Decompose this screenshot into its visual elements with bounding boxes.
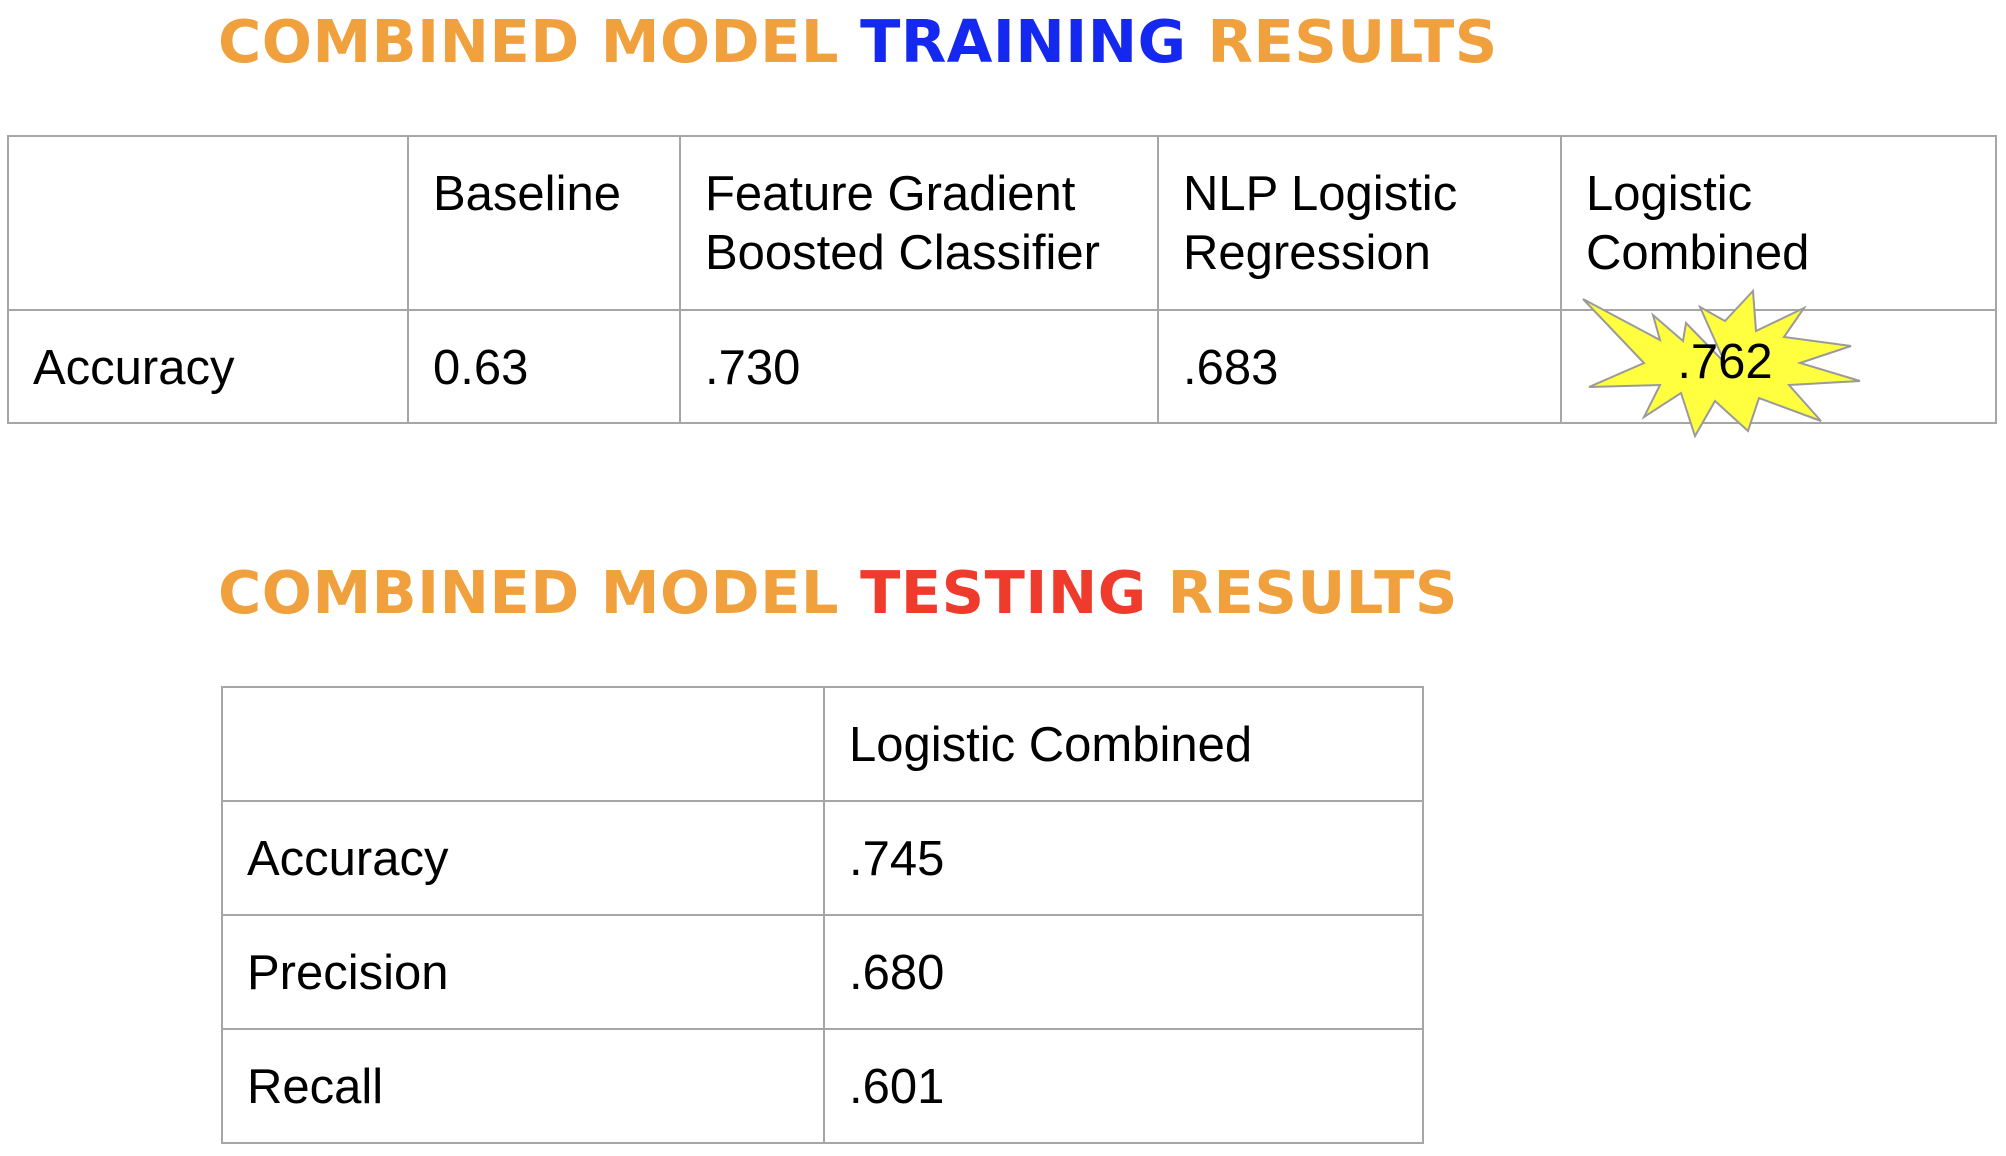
training-logistic-combined-accuracy-cell: .762 [1560, 288, 1997, 439]
testing-precision-row: Precision .680 [221, 914, 1424, 1030]
testing-results-table: Logistic Combined Accuracy .745 Precisio… [221, 686, 1424, 1144]
testing-accuracy-value: .745 [823, 800, 1424, 916]
testing-recall-row: Recall .601 [221, 1028, 1424, 1144]
training-nlp-logistic-accuracy: .683 [1157, 309, 1562, 424]
training-title-prefix: COMBINED MODEL [218, 7, 861, 76]
training-baseline-accuracy: 0.63 [407, 309, 681, 424]
testing-results-title: COMBINED MODEL TESTING RESULTS [218, 563, 1458, 622]
testing-recall-value: .601 [823, 1028, 1424, 1144]
training-feature-gbc-accuracy: .730 [679, 309, 1159, 424]
training-row-label: Accuracy [7, 309, 409, 424]
training-header-logistic-combined: Logistic Combined [1560, 135, 1997, 311]
testing-row-label: Recall [221, 1028, 825, 1144]
testing-header-row: Logistic Combined [221, 686, 1424, 802]
testing-header-empty-cell [221, 686, 825, 802]
training-header-feature-gbc: Feature Gradient Boosted Classifier [679, 135, 1159, 311]
training-title-suffix: RESULTS [1186, 7, 1498, 76]
training-results-title: COMBINED MODEL TRAINING RESULTS [218, 12, 1498, 71]
training-results-table: Baseline Feature Gradient Boosted Classi… [7, 135, 1997, 439]
testing-header-logistic-combined: Logistic Combined [823, 686, 1424, 802]
training-logistic-combined-accuracy: .762 [1677, 335, 1773, 389]
training-title-keyword: TRAINING [860, 7, 1187, 76]
testing-title-keyword: TESTING [860, 558, 1147, 627]
training-header-row: Baseline Feature Gradient Boosted Classi… [7, 135, 1997, 311]
training-header-empty-cell [7, 135, 409, 311]
testing-title-prefix: COMBINED MODEL [218, 558, 861, 627]
testing-precision-value: .680 [823, 914, 1424, 1030]
training-accuracy-row: Accuracy 0.63 .730 .683 .762 [7, 288, 1997, 439]
training-header-nlp-logistic: NLP Logistic Regression [1157, 135, 1562, 311]
testing-title-suffix: RESULTS [1146, 558, 1458, 627]
testing-row-label: Accuracy [221, 800, 825, 916]
testing-accuracy-row: Accuracy .745 [221, 800, 1424, 916]
testing-row-label: Precision [221, 914, 825, 1030]
training-header-baseline: Baseline [407, 135, 681, 311]
